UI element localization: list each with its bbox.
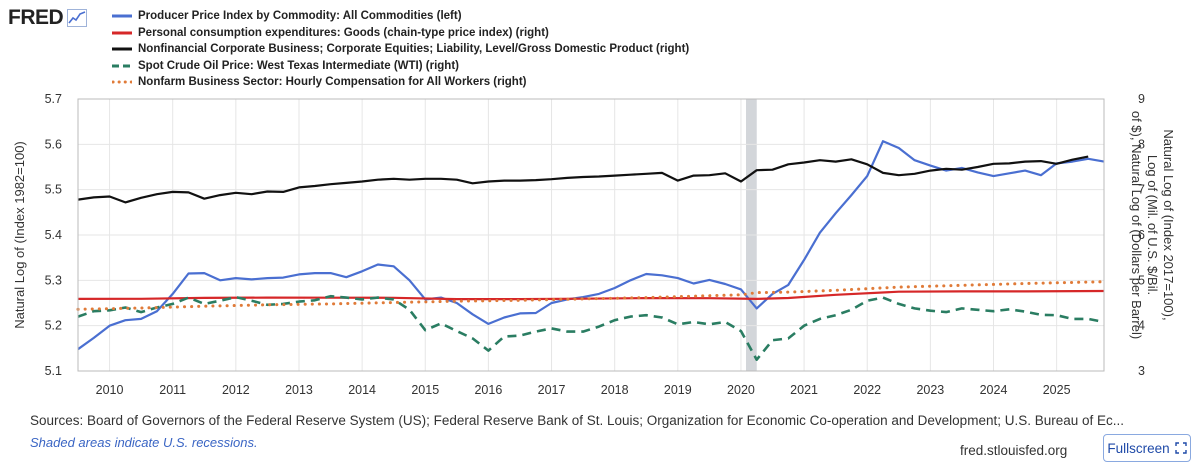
x-tick-label: 2017 — [538, 383, 566, 397]
left-tick-label: 5.6 — [45, 137, 62, 151]
right-tick-label: 7 — [1138, 183, 1145, 197]
legend-item-ppi[interactable]: Producer Price Index by Commodity: All C… — [112, 8, 689, 25]
right-tick-label: 9 — [1138, 92, 1145, 106]
x-tick-label: 2020 — [727, 383, 755, 397]
x-tick-label: 2022 — [853, 383, 881, 397]
fullscreen-label: Fullscreen — [1107, 440, 1170, 456]
left-axis-title: Natural Log of (Index 1982=100) — [12, 141, 27, 329]
left-tick-label: 5.4 — [45, 228, 62, 242]
legend-label-ppi: Producer Price Index by Commodity: All C… — [138, 10, 462, 22]
x-tick-label: 2015 — [411, 383, 439, 397]
x-tick-label: 2010 — [96, 383, 124, 397]
left-tick-label: 5.5 — [45, 183, 62, 197]
left-tick-label: 5.1 — [45, 364, 62, 378]
sources-text: Sources: Board of Governors of the Feder… — [30, 413, 1125, 428]
x-tick-label: 2011 — [159, 383, 186, 397]
left-tick-label: 5.3 — [45, 273, 62, 287]
plot-border — [77, 98, 1105, 372]
logo-text: FRED — [8, 6, 64, 29]
right-axis-title-line: of $), Natural Log of (Dollars per Barre… — [1129, 111, 1144, 339]
series-line-1 — [77, 289, 1105, 301]
right-axis-title-line: Log of (Mil. of U.S. $/Bil. — [1145, 155, 1160, 295]
x-tick-label: 2021 — [790, 383, 818, 397]
legend-swatch-pce-goods — [112, 31, 132, 35]
legend-swatch-ppi — [112, 14, 132, 18]
left-tick-label: 5.2 — [45, 319, 62, 333]
site-link[interactable]: fred.stlouisfed.org — [960, 443, 1068, 458]
series-line-3 — [77, 294, 1105, 362]
legend-label-hourly-comp: Nonfarm Business Sector: Hourly Compensa… — [138, 76, 527, 88]
legend-swatch-wti — [112, 64, 132, 68]
chart-canvas: 5.1 5.2 5.3 5.4 5.5 5.6 5.7 3 4 5 6 7 8 9 2010 2011 2012… — [12, 92, 1176, 397]
series-line-0 — [77, 140, 1105, 351]
right-tick-label: 6 — [1138, 228, 1145, 242]
fred-logo[interactable]: FRED — [8, 6, 88, 30]
legend-label-corp-equities: Nonfinancial Corporate Business; Corpora… — [138, 43, 690, 55]
x-tick-label: 2016 — [474, 383, 502, 397]
right-tick-label: 4 — [1138, 319, 1145, 333]
x-tick-label: 2012 — [222, 383, 250, 397]
left-tick-label: 5.7 — [45, 92, 62, 106]
x-tick-label: 2024 — [980, 383, 1008, 397]
expand-icon — [1174, 442, 1187, 454]
legend-item-corp-equities[interactable]: Nonfinancial Corporate Business; Corpora… — [112, 41, 689, 58]
legend-label-wti: Spot Crude Oil Price: West Texas Interme… — [138, 59, 459, 72]
right-axis-title: Natural Log of (Index 2017=100),Log of (… — [1129, 111, 1176, 339]
fullscreen-button[interactable]: Fullscreen — [1103, 434, 1191, 462]
legend-label-pce-goods: Personal consumption expenditures: Goods… — [138, 26, 549, 39]
x-tick-label: 2014 — [348, 383, 376, 397]
right-tick-label: 3 — [1138, 364, 1145, 378]
series-line-4 — [76, 280, 1106, 311]
right-tick-label: 5 — [1138, 273, 1145, 287]
x-tick-label: 2025 — [1043, 383, 1071, 397]
x-tick-label: 2023 — [916, 383, 944, 397]
legend-swatch-corp-equities — [112, 47, 132, 51]
series-line-2 — [77, 155, 1089, 204]
legend-item-pce-goods[interactable]: Personal consumption expenditures: Goods… — [112, 25, 689, 42]
x-tick-label: 2013 — [285, 383, 313, 397]
x-tick-label: 2019 — [664, 383, 692, 397]
x-tick-label: 2018 — [601, 383, 629, 397]
trend-chart-icon — [67, 9, 88, 27]
right-tick-label: 8 — [1138, 137, 1145, 151]
legend-item-hourly-comp[interactable]: Nonfarm Business Sector: Hourly Compensa… — [112, 74, 689, 91]
right-axis-title-line: Natural Log of (Index 2017=100), — [1161, 129, 1176, 320]
recession-note: Shaded areas indicate U.S. recessions. — [30, 435, 258, 450]
chart-legend: Producer Price Index by Commodity: All C… — [112, 8, 689, 91]
legend-item-wti[interactable]: Spot Crude Oil Price: West Texas Interme… — [112, 58, 689, 75]
